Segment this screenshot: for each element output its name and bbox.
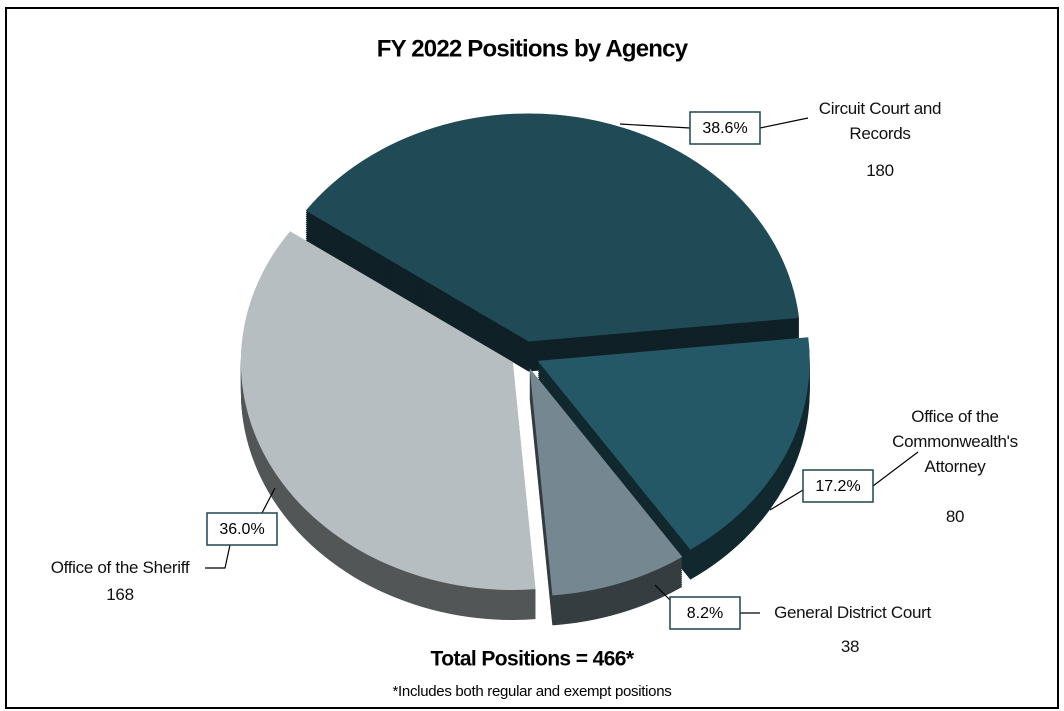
value-label: 38: [840, 637, 860, 656]
label-box: [689, 111, 761, 145]
share-label: 17.2%: [815, 478, 860, 495]
category-label: Circuit Court and Records: [818, 99, 942, 143]
leader-line: [619, 123, 691, 129]
leader-line: [872, 451, 919, 487]
leader-line: [205, 544, 231, 569]
category-label: Office of the Commonwealth's Attorney: [892, 407, 1018, 476]
share-label: 38.6%: [702, 120, 747, 137]
wedge: [537, 337, 810, 550]
leader-line: [261, 487, 276, 514]
leader-line: [769, 489, 804, 511]
chart-title: FY 2022 Positions by Agency: [377, 35, 689, 62]
wedge: [305, 113, 800, 342]
value-label: 180: [866, 161, 894, 180]
label-box: [802, 469, 874, 503]
category-label: Office of the Sheriff: [50, 558, 190, 577]
leader-line: [759, 117, 809, 129]
wedge: [529, 368, 683, 596]
leader-line: [654, 584, 671, 601]
footnote: *Includes both regular and exempt positi…: [393, 683, 672, 700]
wedge: [240, 231, 536, 590]
value-label: 80: [945, 507, 965, 526]
label-box: [669, 596, 741, 630]
share-label: 8.2%: [687, 605, 723, 622]
label-box: [206, 512, 278, 546]
total-label: Total Positions = 466*: [431, 648, 635, 671]
value-label: 168: [106, 585, 134, 604]
share-label: 36.0%: [219, 521, 264, 538]
category-label: General District Court: [774, 603, 931, 622]
